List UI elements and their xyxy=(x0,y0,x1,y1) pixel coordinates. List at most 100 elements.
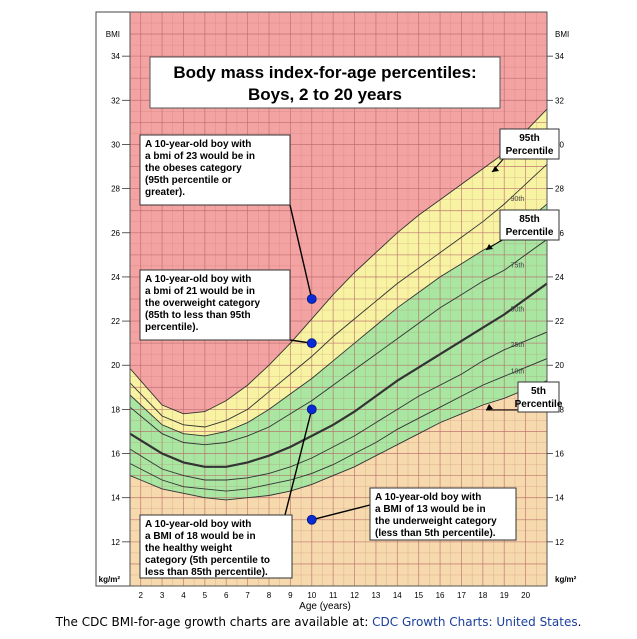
x-tick-label: 17 xyxy=(457,591,466,600)
annotation-text-line: A 10-year-old boy with xyxy=(145,519,251,530)
percentile-callout-value: 95th xyxy=(519,133,540,144)
percentile-curve-10th xyxy=(130,358,547,492)
y-tick-label: 30 xyxy=(111,140,120,149)
plot-frame xyxy=(129,11,548,587)
percentile-callout-word: Percentile xyxy=(506,227,554,238)
annotation-text-line: the underweight category xyxy=(375,516,497,527)
y-tick-label: 32 xyxy=(555,96,564,105)
percentile-callout-word: Percentile xyxy=(515,399,563,410)
y-tick-label: 34 xyxy=(111,52,120,61)
y-axis-bmi-label: BMI xyxy=(106,30,120,39)
example-bmi-point xyxy=(306,514,317,525)
annotation-box xyxy=(139,269,291,341)
bmi-for-age-chart: 1212141416161818202022222424262628283030… xyxy=(95,11,577,612)
percentile-curve-5th xyxy=(130,380,547,501)
title-box xyxy=(149,56,501,109)
series-label-10th: 10th xyxy=(511,368,525,375)
caption-suffix: . xyxy=(577,615,582,629)
x-tick-label: 3 xyxy=(160,591,165,600)
annotation-box xyxy=(369,487,517,541)
x-tick-label: 6 xyxy=(224,591,229,600)
annotation-text-line: the healthy weight xyxy=(145,543,233,554)
y-tick-label: 32 xyxy=(111,96,120,105)
annotation-box xyxy=(139,134,291,206)
annotation-text-line: A 10-year-old boy with xyxy=(375,492,481,503)
x-tick-label: 10 xyxy=(307,591,316,600)
example-bmi-point xyxy=(306,294,317,304)
annotation-text-line: the overweight category xyxy=(145,298,260,309)
percentile-curve-95th xyxy=(130,108,547,415)
annotation-text-line: category (5th percentile to xyxy=(145,555,270,566)
x-tick-label: 7 xyxy=(245,591,250,600)
annotation-text-line: A 10-year-old boy with xyxy=(145,139,251,150)
annotation-text-line: (less than 5th percentile). xyxy=(375,528,496,539)
annotation-text-line: greater). xyxy=(145,187,185,198)
y-tick-label: 16 xyxy=(555,450,564,459)
percentile-callout-value: 5th xyxy=(531,386,546,397)
percentile-curve-90th xyxy=(130,163,547,428)
series-label-90th: 90th xyxy=(511,196,525,203)
annotation-text-line: the obeses category xyxy=(145,163,242,174)
series-label-75th: 75th xyxy=(511,262,525,269)
annotation-leader-line xyxy=(311,504,371,521)
y-tick-label: 24 xyxy=(111,273,120,282)
y-tick-label: 26 xyxy=(111,229,120,238)
y-tick-label: 16 xyxy=(111,450,120,459)
annotation-leader-line xyxy=(289,204,313,300)
percentile-curve-25th xyxy=(130,331,547,481)
x-tick-label: 11 xyxy=(329,591,338,600)
y-tick-label: 24 xyxy=(555,273,564,282)
series-label-50th: 50th xyxy=(511,306,525,313)
annotation-text-line: less than 85th percentile). xyxy=(145,567,268,578)
x-axis-label: Age (years) xyxy=(299,601,351,612)
y-tick-label: 20 xyxy=(111,361,120,370)
healthy-weight-zone xyxy=(130,204,547,500)
percentile-curve-50th xyxy=(130,282,547,468)
x-tick-label: 15 xyxy=(414,591,423,600)
y-axis-unit-label: kg/m² xyxy=(99,575,121,584)
annotation-leader-line xyxy=(284,409,313,516)
x-tick-label: 9 xyxy=(288,591,293,600)
annotation-text-line: (95th percentile or xyxy=(145,175,232,186)
percentile-callout-box xyxy=(499,128,560,160)
y-tick-label: 28 xyxy=(111,185,120,194)
x-tick-label: 8 xyxy=(267,591,272,600)
callout-arrowhead xyxy=(486,244,493,250)
annotation-text-line: percentile). xyxy=(145,322,199,333)
series-label-25th: 25th xyxy=(511,342,525,349)
y-tick-label: 28 xyxy=(555,185,564,194)
x-tick-label: 16 xyxy=(436,591,445,600)
caption-text: The CDC BMI-for-age growth charts are av… xyxy=(55,615,373,629)
x-tick-label: 2 xyxy=(138,591,143,600)
y-tick-label: 20 xyxy=(555,361,564,370)
x-tick-label: 19 xyxy=(500,591,509,600)
annotation-text-line: a BMI of 13 would be in xyxy=(375,504,486,515)
y-axis-bmi-label: BMI xyxy=(555,30,569,39)
y-tick-label: 14 xyxy=(111,494,120,503)
y-tick-label: 26 xyxy=(555,229,564,238)
y-tick-label: 22 xyxy=(111,317,120,326)
x-tick-label: 20 xyxy=(521,591,530,600)
percentile-callout-box xyxy=(517,381,560,413)
percentile-curve-85th xyxy=(130,203,547,437)
y-tick-label: 18 xyxy=(555,405,564,414)
x-tick-label: 13 xyxy=(371,591,380,600)
y-tick-label: 34 xyxy=(555,52,564,61)
y-tick-label: 12 xyxy=(111,538,120,547)
y-tick-label: 22 xyxy=(555,317,564,326)
annotation-text-line: A 10-year-old boy with xyxy=(145,274,251,285)
y-axis-unit-label: kg/m² xyxy=(555,575,577,584)
x-tick-label: 14 xyxy=(393,591,402,600)
example-bmi-point xyxy=(306,404,317,415)
y-tick-label: 30 xyxy=(555,140,564,149)
cdc-growth-charts-link[interactable]: CDC Growth Charts: United States xyxy=(372,615,578,629)
percentile-curve-75th xyxy=(130,239,547,446)
x-tick-label: 5 xyxy=(203,591,208,600)
percentile-callout-value: 85th xyxy=(519,214,540,225)
callout-arrowhead xyxy=(492,166,499,172)
chart-title: Body mass index-for-age percentiles: xyxy=(173,63,476,82)
annotation-text-line: a bmi of 21 would be in xyxy=(145,286,255,297)
y-tick-label: 18 xyxy=(111,405,120,414)
annotation-text-line: (85th to less than 95th xyxy=(145,310,251,321)
y-tick-label: 14 xyxy=(555,494,564,503)
